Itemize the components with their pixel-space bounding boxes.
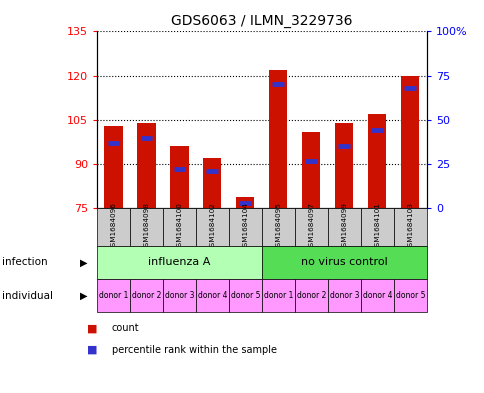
Text: percentile rank within the sample: percentile rank within the sample [111, 345, 276, 355]
Bar [360, 208, 393, 246]
Bar [269, 70, 287, 208]
Bar [163, 208, 196, 246]
Text: donor 4: donor 4 [362, 291, 391, 300]
Bar [334, 123, 353, 208]
Text: ▶: ▶ [80, 291, 87, 301]
Bar [170, 146, 188, 208]
Bar [130, 279, 163, 312]
Bar [104, 126, 122, 208]
Bar [203, 158, 221, 208]
Text: GSM1684097: GSM1684097 [308, 202, 314, 252]
Text: donor 1: donor 1 [99, 291, 128, 300]
Bar [261, 246, 426, 279]
Bar [294, 208, 327, 246]
Bar [196, 208, 228, 246]
Text: GSM1684098: GSM1684098 [143, 202, 149, 252]
Text: donor 2: donor 2 [296, 291, 325, 300]
Text: influenza A: influenza A [148, 257, 210, 267]
Bar [360, 279, 393, 312]
Bar [228, 279, 261, 312]
Text: GSM1684101: GSM1684101 [374, 202, 379, 252]
Bar [130, 208, 163, 246]
Text: GSM1684095: GSM1684095 [275, 202, 281, 252]
Text: count: count [111, 323, 139, 333]
Bar [294, 279, 327, 312]
Bar [97, 246, 261, 279]
Bar [393, 208, 426, 246]
Bar [327, 208, 360, 246]
Bar [196, 279, 228, 312]
Bar [261, 208, 294, 246]
Text: donor 3: donor 3 [165, 291, 194, 300]
Bar [236, 196, 254, 208]
Bar [228, 208, 261, 246]
Text: ▶: ▶ [80, 257, 87, 267]
Text: donor 5: donor 5 [230, 291, 259, 300]
Text: donor 4: donor 4 [197, 291, 227, 300]
Text: GSM1684104: GSM1684104 [242, 202, 248, 252]
Text: GSM1684099: GSM1684099 [341, 202, 347, 252]
Bar [327, 279, 360, 312]
Bar [393, 279, 426, 312]
Bar [367, 114, 386, 208]
Text: GSM1684100: GSM1684100 [176, 202, 182, 252]
Text: infection: infection [2, 257, 48, 267]
Text: GSM1684102: GSM1684102 [209, 202, 215, 252]
Text: GSM1684103: GSM1684103 [407, 202, 412, 252]
Bar [400, 75, 419, 208]
Text: donor 5: donor 5 [395, 291, 424, 300]
Bar [302, 132, 320, 208]
Text: no virus control: no virus control [301, 257, 387, 267]
Text: donor 3: donor 3 [329, 291, 358, 300]
Bar [97, 279, 130, 312]
Bar [261, 279, 294, 312]
Title: GDS6063 / ILMN_3229736: GDS6063 / ILMN_3229736 [171, 14, 352, 28]
Text: ■: ■ [87, 323, 98, 333]
Text: individual: individual [2, 291, 53, 301]
Text: GSM1684096: GSM1684096 [110, 202, 116, 252]
Bar [97, 208, 130, 246]
Bar [137, 123, 155, 208]
Bar [163, 279, 196, 312]
Text: donor 2: donor 2 [132, 291, 161, 300]
Text: ■: ■ [87, 345, 98, 355]
Text: donor 1: donor 1 [263, 291, 292, 300]
